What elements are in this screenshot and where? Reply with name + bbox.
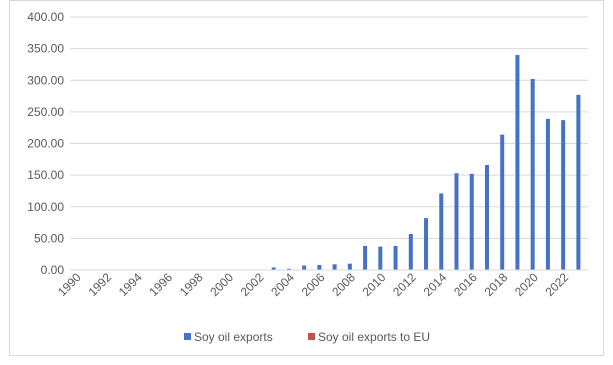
bar-soy-oil-exports-2003 [271,267,276,270]
y-tick-label: 300.00 [27,73,64,87]
y-tick-label: 50.00 [34,231,64,245]
x-tick-label: 2000 [207,270,236,299]
x-tick-label: 1994 [116,270,145,299]
y-tick-label: 100.00 [27,200,64,214]
bar-soy-oil-exports-2006 [317,264,322,270]
x-tick-label: 1998 [177,270,206,299]
bar-soy-oil-exports-2015 [454,173,459,270]
bar-soy-oil-exports-2021 [545,118,550,271]
x-tick-label: 2014 [421,270,450,299]
x-tick-label: 2004 [268,270,297,299]
bar-soy-oil-exports-2019 [515,54,520,271]
bar-soy-oil-exports-2010 [378,246,383,270]
bar-soy-oil-exports-2013 [424,218,429,270]
gridlines [70,16,588,239]
bar-soy-oil-exports-2007 [332,264,337,270]
bar-soy-oil-exports-2017 [484,165,489,270]
x-tick-label: 2002 [238,270,267,299]
x-tick-label: 2022 [542,270,571,299]
x-tick-label: 1992 [85,270,114,299]
x-tick-label: 2008 [329,270,358,299]
x-tick-label: 2020 [512,270,541,299]
bar-soy-oil-exports-2008 [347,263,352,270]
bars [271,54,581,271]
legend-label-soy-oil-exports: Soy oil exports [194,330,273,344]
y-tick-label: 250.00 [27,105,64,119]
x-axis-ticks: 1990 1992 1994 1996 1998 2000 2002 2004 2006 2008… [55,270,572,299]
bar-soy-oil-exports-2009 [363,245,368,270]
bar-soy-oil-exports-2020 [530,78,535,270]
bar-soy-oil-exports-2012 [408,233,413,270]
legend-swatch-soy-oil-exports [184,333,191,340]
bar-soy-oil-exports-2004 [286,268,291,270]
bar-soy-oil-exports-2016 [469,173,474,270]
legend-label-soy-oil-exports-to-eu: Soy oil exports to EU [318,330,430,344]
bar-soy-oil-exports-2018 [500,134,505,270]
bar-chart: 0.00 50.00 100.00 150.00 200.00 250.00 300.00 3… [27,10,588,344]
bar-soy-oil-exports-2022 [561,120,566,270]
x-tick-label: 2018 [482,270,511,299]
bar-soy-oil-exports-2014 [439,193,444,270]
bar-soy-oil-exports-2011 [393,245,398,270]
x-tick-label: 2012 [390,270,419,299]
y-tick-label: 350.00 [27,42,64,56]
y-axis-ticks: 0.00 50.00 100.00 150.00 200.00 250.00 300.00 3… [27,10,64,277]
bar-soy-oil-exports-2023 [576,94,581,270]
legend-swatch-soy-oil-exports-to-eu [308,333,315,340]
x-tick-label: 2010 [360,270,389,299]
x-tick-label: 1996 [146,270,175,299]
y-tick-label: 400.00 [27,10,64,24]
legend: Soy oil exports Soy oil exports to EU [184,330,430,344]
y-tick-label: 200.00 [27,137,64,151]
x-tick-label: 2006 [299,270,328,299]
y-tick-label: 150.00 [27,168,64,182]
y-tick-label: 0.00 [41,263,65,277]
chart-frame: 0.00 50.00 100.00 150.00 200.00 250.00 300.00 3… [9,0,604,356]
x-tick-label: 2016 [451,270,480,299]
bar-soy-oil-exports-2005 [302,265,307,270]
